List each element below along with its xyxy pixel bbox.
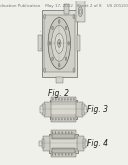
- Text: Fig. 3: Fig. 3: [87, 105, 108, 114]
- Circle shape: [58, 153, 59, 155]
- Circle shape: [70, 98, 71, 100]
- Circle shape: [68, 132, 69, 133]
- Bar: [52, 148, 75, 153]
- Circle shape: [58, 132, 59, 133]
- Bar: [49, 133, 78, 153]
- Bar: [82, 104, 85, 115]
- Bar: [50, 100, 77, 119]
- Circle shape: [58, 20, 60, 23]
- Circle shape: [52, 25, 67, 61]
- Circle shape: [59, 42, 60, 44]
- Bar: [76, 0, 85, 21]
- Bar: [51, 130, 76, 136]
- Circle shape: [73, 98, 74, 100]
- Circle shape: [64, 118, 65, 120]
- Circle shape: [49, 42, 51, 45]
- Circle shape: [65, 153, 66, 155]
- Circle shape: [67, 98, 68, 100]
- Circle shape: [55, 118, 56, 120]
- Circle shape: [65, 26, 67, 30]
- Circle shape: [52, 132, 53, 133]
- Circle shape: [55, 33, 64, 53]
- Circle shape: [52, 98, 53, 100]
- Circle shape: [55, 98, 56, 100]
- Bar: [56, 77, 63, 83]
- Bar: [84, 106, 87, 113]
- Circle shape: [58, 39, 61, 47]
- Bar: [64, 4, 69, 14]
- Circle shape: [62, 153, 63, 155]
- Circle shape: [65, 57, 67, 61]
- Bar: [42, 139, 44, 148]
- Circle shape: [52, 57, 53, 61]
- Bar: [44, 15, 75, 72]
- Text: Fig. 2: Fig. 2: [48, 89, 69, 98]
- Circle shape: [44, 14, 46, 19]
- Bar: [42, 10, 77, 77]
- Circle shape: [52, 153, 53, 155]
- Circle shape: [58, 98, 59, 100]
- Circle shape: [67, 118, 68, 120]
- Circle shape: [55, 132, 56, 133]
- Bar: [83, 139, 86, 148]
- Circle shape: [73, 14, 75, 19]
- Circle shape: [58, 118, 59, 120]
- Circle shape: [61, 98, 62, 100]
- Bar: [77, 35, 80, 51]
- Circle shape: [55, 153, 56, 155]
- Bar: [76, 102, 83, 117]
- Circle shape: [62, 132, 63, 133]
- Bar: [42, 104, 45, 115]
- Circle shape: [70, 118, 71, 120]
- Bar: [52, 133, 75, 139]
- Bar: [43, 136, 50, 151]
- Bar: [51, 97, 76, 102]
- Circle shape: [44, 68, 46, 72]
- Circle shape: [52, 26, 53, 30]
- Circle shape: [73, 118, 74, 120]
- Circle shape: [78, 7, 83, 16]
- Circle shape: [71, 153, 72, 155]
- Circle shape: [48, 17, 70, 69]
- Bar: [51, 117, 76, 122]
- Bar: [39, 141, 42, 147]
- Text: Fig. 4: Fig. 4: [87, 139, 108, 148]
- Circle shape: [61, 118, 62, 120]
- Circle shape: [71, 132, 72, 133]
- Circle shape: [79, 9, 81, 14]
- Bar: [40, 106, 43, 113]
- Circle shape: [68, 153, 69, 155]
- Bar: [38, 35, 42, 51]
- Circle shape: [64, 98, 65, 100]
- Circle shape: [73, 68, 75, 72]
- Circle shape: [58, 63, 60, 67]
- Circle shape: [68, 42, 70, 45]
- Circle shape: [52, 118, 53, 120]
- Text: Patent Application Publication    May 17, 2012   Sheet 2 of 8    US 2012/0118424: Patent Application Publication May 17, 2…: [0, 4, 128, 8]
- Circle shape: [65, 132, 66, 133]
- Bar: [51, 151, 76, 157]
- Bar: [44, 102, 51, 117]
- Bar: [77, 136, 84, 151]
- Bar: [85, 141, 88, 147]
